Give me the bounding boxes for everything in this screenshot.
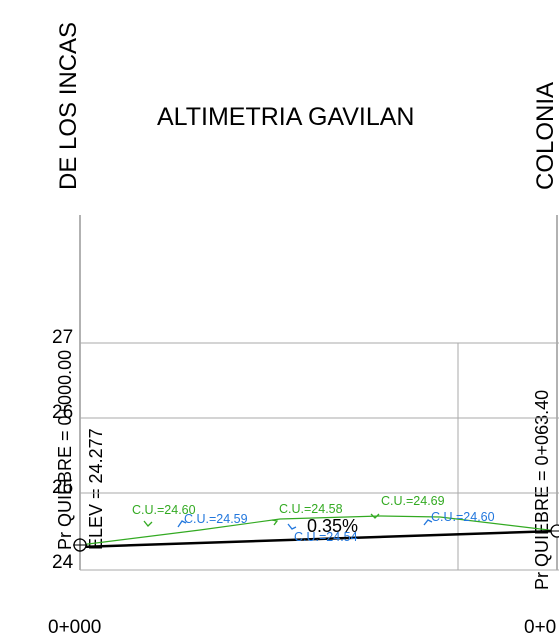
y-tick-25: 25 bbox=[52, 477, 74, 498]
arrow-icon bbox=[177, 520, 187, 528]
start-circle-icon bbox=[73, 538, 87, 552]
blue-cu-label-1: C.U.=24.59 bbox=[184, 512, 248, 526]
profile-diagram: C.U.=24.60 C.U.=24.58 C.U.=24.69 C.U.=24… bbox=[73, 215, 559, 571]
blue-cu-label-3: C.U.=24.60 bbox=[431, 510, 495, 524]
arrow-icon bbox=[287, 523, 297, 530]
station-end-label: 0+0 bbox=[524, 617, 557, 638]
green-cu-label-3: C.U.=24.69 bbox=[381, 494, 445, 508]
grade-line bbox=[79, 529, 558, 549]
green-cu-label-2: C.U.=24.58 bbox=[279, 502, 343, 516]
arrow-icon bbox=[143, 520, 153, 527]
green-cu-label-1: C.U.=24.60 bbox=[132, 503, 196, 517]
blue-cu-label-2: C.U.=24.54 bbox=[294, 530, 358, 544]
arrow-icon bbox=[370, 513, 380, 519]
terrain-line bbox=[79, 515, 558, 546]
arrow-icon bbox=[423, 519, 433, 526]
diagram-title: ALTIMETRIA GAVILAN bbox=[157, 103, 415, 131]
grade-label: 0.35% bbox=[307, 516, 358, 536]
end-circle-icon bbox=[550, 524, 559, 538]
y-tick-26: 26 bbox=[52, 402, 74, 423]
station-start-label: 0+000 bbox=[48, 617, 102, 638]
y-tick-24: 24 bbox=[52, 552, 74, 573]
y-tick-27: 27 bbox=[52, 327, 74, 348]
arrow-icon bbox=[271, 519, 279, 526]
